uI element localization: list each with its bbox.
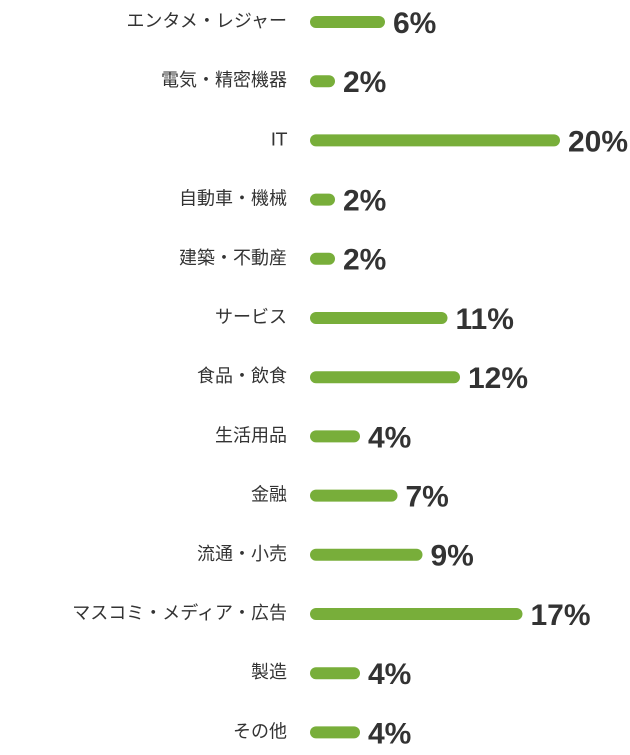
category-label: 自動車・機械	[179, 189, 287, 210]
value-label: 2%	[343, 66, 386, 99]
bar	[310, 726, 360, 739]
bar	[310, 489, 398, 502]
bar	[310, 608, 523, 620]
bar	[310, 312, 448, 324]
value-label: 11%	[456, 303, 514, 336]
value-label: 12%	[468, 362, 528, 395]
bar	[310, 430, 360, 443]
bar	[310, 16, 385, 28]
bar	[310, 548, 423, 561]
value-label: 2%	[343, 185, 386, 218]
bar	[310, 193, 335, 206]
category-label: エンタメ・レジャー	[126, 11, 287, 32]
bar	[310, 134, 560, 147]
category-label: IT	[271, 129, 288, 150]
value-label: 9%	[431, 540, 474, 573]
value-label: 20%	[568, 125, 628, 158]
value-label: 2%	[343, 244, 386, 277]
value-label: 4%	[368, 421, 411, 454]
bar	[310, 371, 460, 384]
category-label: マスコミ・メディア・広告	[72, 603, 287, 624]
category-label: 製造	[251, 662, 287, 683]
category-label: その他	[233, 721, 287, 742]
value-label: 4%	[368, 658, 411, 691]
value-label: 6%	[393, 7, 436, 40]
category-label: 金融	[251, 485, 287, 506]
value-label: 17%	[531, 599, 591, 632]
category-label: 生活用品	[215, 425, 287, 446]
bar	[310, 252, 335, 265]
category-label: 食品・飲食	[197, 366, 287, 387]
category-label: 流通・小売	[197, 544, 287, 565]
value-label: 7%	[406, 481, 449, 514]
value-label: 4%	[368, 717, 411, 750]
bar	[310, 667, 360, 680]
category-label: 電気・精密機器	[161, 70, 287, 91]
category-label: 建築・不動産	[179, 248, 287, 269]
category-label: サービス	[215, 307, 287, 328]
bar	[310, 75, 335, 88]
